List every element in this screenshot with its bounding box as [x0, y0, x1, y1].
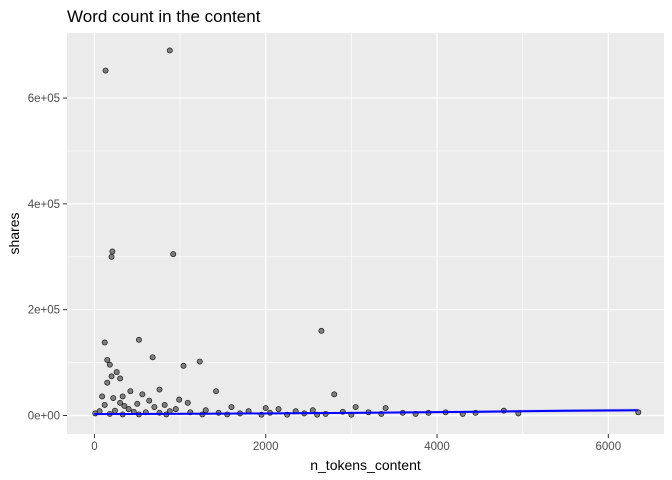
x-axis: 0 2000 4000 6000 [91, 434, 621, 453]
data-point [101, 339, 108, 346]
x-tick-label: 4000 [424, 441, 450, 453]
data-point [331, 391, 338, 398]
data-point [110, 395, 117, 401]
data-point [318, 327, 325, 334]
data-point [180, 362, 187, 369]
data-point [119, 393, 126, 400]
data-point [382, 405, 389, 412]
data-point [172, 406, 179, 413]
data-point [149, 354, 156, 361]
x-tick-label: 2000 [253, 441, 279, 453]
data-point [109, 248, 116, 255]
data-point [99, 393, 106, 400]
data-point [112, 407, 118, 414]
data-point [146, 397, 153, 404]
plot-panel [67, 33, 664, 434]
data-point [196, 358, 203, 365]
data-point [228, 404, 235, 410]
y-tick-label: 2e+05 [28, 305, 60, 317]
data-point [166, 47, 173, 54]
data-point [309, 407, 316, 414]
trend-line [94, 409, 639, 416]
data-point [117, 399, 124, 406]
data-point [352, 404, 359, 410]
points-layer [92, 47, 642, 418]
x-tick-label: 6000 [596, 441, 622, 453]
data-point [170, 251, 177, 258]
data-point [125, 406, 132, 413]
data-point [102, 67, 109, 74]
data-point [275, 406, 282, 413]
x-axis-title: n_tokens_content [310, 457, 421, 473]
x-tick-label: 0 [91, 441, 97, 453]
data-point [176, 396, 183, 403]
data-point [117, 375, 124, 382]
data-point [127, 388, 134, 395]
chart-title: Word count in the content [67, 7, 261, 26]
data-point [135, 336, 142, 343]
data-point [184, 399, 191, 406]
y-tick-label: 6e+05 [28, 93, 60, 105]
data-point [101, 401, 108, 408]
minor-gridlines [67, 33, 664, 434]
data-point [213, 388, 219, 395]
y-tick-label: 0e+00 [28, 410, 60, 422]
data-point [108, 253, 115, 260]
data-point [161, 401, 168, 408]
data-point [156, 386, 163, 393]
trend-layer [94, 409, 639, 416]
data-point [262, 405, 269, 412]
data-point [104, 379, 111, 386]
data-point [113, 369, 120, 376]
data-point [151, 404, 158, 410]
data-point [121, 403, 128, 409]
y-axis-title: shares [6, 212, 22, 254]
data-point [108, 373, 115, 380]
data-point [134, 400, 141, 407]
data-point [104, 356, 111, 363]
data-point [139, 391, 146, 398]
y-tick-label: 4e+05 [28, 199, 60, 211]
y-axis: 0e+00 2e+05 4e+05 6e+05 [28, 93, 67, 422]
data-point [106, 361, 113, 368]
